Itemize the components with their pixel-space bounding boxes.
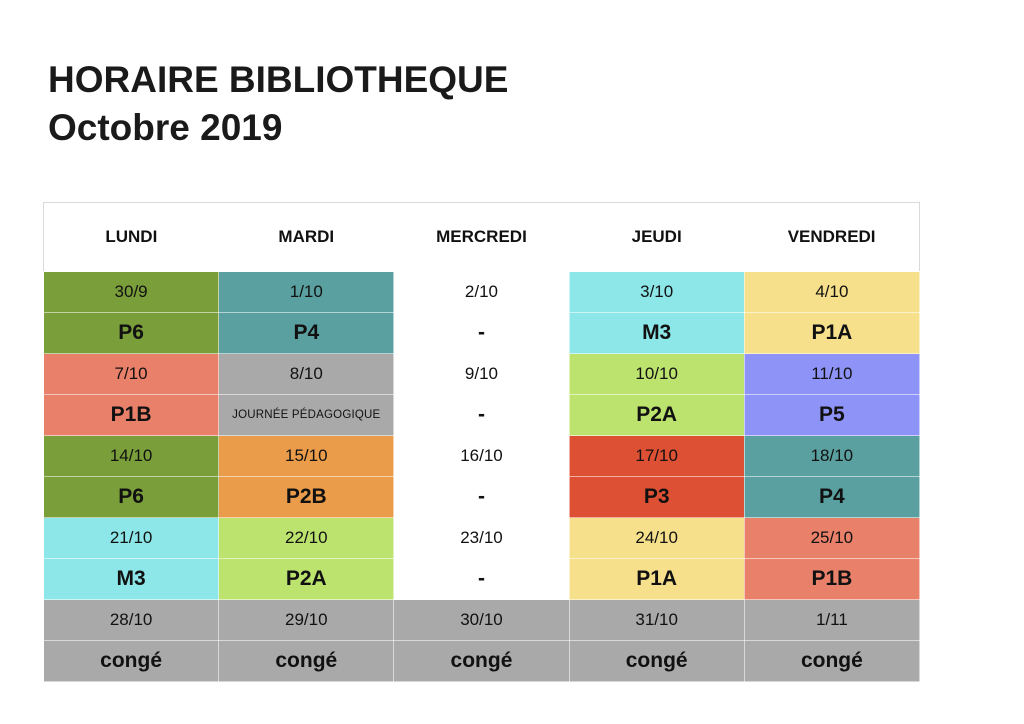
day-header-jeudi: JEUDI bbox=[569, 202, 745, 272]
title-line-1: HORAIRE BIBLIOTHEQUE bbox=[48, 59, 509, 100]
day-header-vendredi: VENDREDI bbox=[744, 202, 920, 272]
date-row: 30/9 1/10 2/10 3/10 4/10 bbox=[42, 271, 921, 313]
date-cell: 31/10 bbox=[568, 599, 745, 641]
class-row: P6 P4- M3 P1A bbox=[42, 312, 921, 354]
date-cell: 25/10 bbox=[743, 517, 921, 559]
date-cell: 2/10 bbox=[393, 271, 570, 313]
date-cell: 24/10 bbox=[568, 517, 745, 559]
class-cell: congé bbox=[743, 640, 921, 682]
date-cell: 8/10 bbox=[218, 353, 395, 395]
date-row: 7/10 8/10 9/10 10/10 11/10 bbox=[42, 353, 921, 395]
class-cell: P1A bbox=[568, 558, 745, 600]
date-row: 28/10 29/10 30/10 31/10 1/11 bbox=[42, 599, 921, 641]
date-cell: 15/10 bbox=[218, 435, 395, 477]
date-cell: 30/10 bbox=[393, 599, 570, 641]
class-row: P6 P2B - P3 P4 bbox=[42, 476, 921, 518]
class-cell: P1A bbox=[743, 312, 921, 354]
class-cell: - bbox=[393, 558, 570, 600]
date-row: 21/10 22/10 23/10 24/10 25/10 bbox=[42, 517, 921, 559]
class-cell: - bbox=[393, 476, 570, 518]
date-cell: 3/10 bbox=[568, 271, 745, 313]
class-cell: P4 bbox=[743, 476, 921, 518]
class-cell: congé bbox=[218, 640, 395, 682]
date-cell: 30/9 bbox=[42, 271, 220, 313]
date-cell: 23/10 bbox=[393, 517, 570, 559]
schedule-body: 30/9 1/10 2/10 3/10 4/10 P6 P4- M3 P1A 7/10 8/10 9/… bbox=[42, 271, 921, 682]
date-cell: 17/10 bbox=[568, 435, 745, 477]
date-cell: 4/10 bbox=[743, 271, 921, 313]
class-cell: P5 bbox=[743, 394, 921, 436]
day-header-mardi: MARDI bbox=[218, 202, 394, 272]
class-row: P1B JOURNÉE PÉDAGOGIQUE - P2A P5 bbox=[42, 394, 921, 436]
title-line-2: Octobre 2019 bbox=[48, 107, 283, 148]
date-cell: 11/10 bbox=[743, 353, 921, 395]
class-cell: congé bbox=[393, 640, 570, 682]
date-cell: 21/10 bbox=[42, 517, 220, 559]
date-cell: 28/10 bbox=[42, 599, 220, 641]
class-cell: congé bbox=[568, 640, 745, 682]
class-cell: P3 bbox=[568, 476, 745, 518]
class-cell: JOURNÉE PÉDAGOGIQUE bbox=[218, 394, 395, 436]
date-cell: 18/10 bbox=[743, 435, 921, 477]
class-cell: P4 bbox=[218, 312, 395, 354]
page-title: HORAIRE BIBLIOTHEQUE Octobre 2019 bbox=[48, 56, 508, 152]
class-cell: M3 bbox=[42, 558, 220, 600]
schedule-table: LUNDI MARDI MERCREDI JEUDI VENDREDI 30/9… bbox=[42, 202, 921, 682]
day-header-mercredi: MERCREDI bbox=[393, 202, 570, 272]
date-cell: 14/10 bbox=[42, 435, 220, 477]
class-cell: M3 bbox=[568, 312, 745, 354]
date-cell: 22/10 bbox=[218, 517, 395, 559]
class-row: M3 P2A - P1A P1B bbox=[42, 558, 921, 600]
date-cell: 29/10 bbox=[218, 599, 395, 641]
date-cell: 7/10 bbox=[42, 353, 220, 395]
class-cell: congé bbox=[42, 640, 220, 682]
class-cell: P2A bbox=[568, 394, 745, 436]
class-row: congé congé congé congé congé bbox=[42, 640, 921, 682]
date-cell: 1/10 bbox=[218, 271, 395, 313]
date-cell: 10/10 bbox=[568, 353, 745, 395]
day-header-lundi: LUNDI bbox=[43, 202, 219, 272]
class-cell: P2B bbox=[218, 476, 395, 518]
class-cell: P6 bbox=[42, 312, 220, 354]
date-cell: 9/10 bbox=[393, 353, 570, 395]
class-cell: - bbox=[393, 312, 570, 354]
class-cell: P6 bbox=[42, 476, 220, 518]
date-row: 14/10 15/10 16/10 17/10 18/10 bbox=[42, 435, 921, 477]
class-cell: P1B bbox=[42, 394, 220, 436]
class-cell: - bbox=[393, 394, 570, 436]
day-header-row: LUNDI MARDI MERCREDI JEUDI VENDREDI bbox=[43, 202, 920, 272]
class-cell: P2A bbox=[218, 558, 395, 600]
class-cell: P1B bbox=[743, 558, 921, 600]
date-cell: 1/11 bbox=[743, 599, 921, 641]
date-cell: 16/10 bbox=[393, 435, 570, 477]
